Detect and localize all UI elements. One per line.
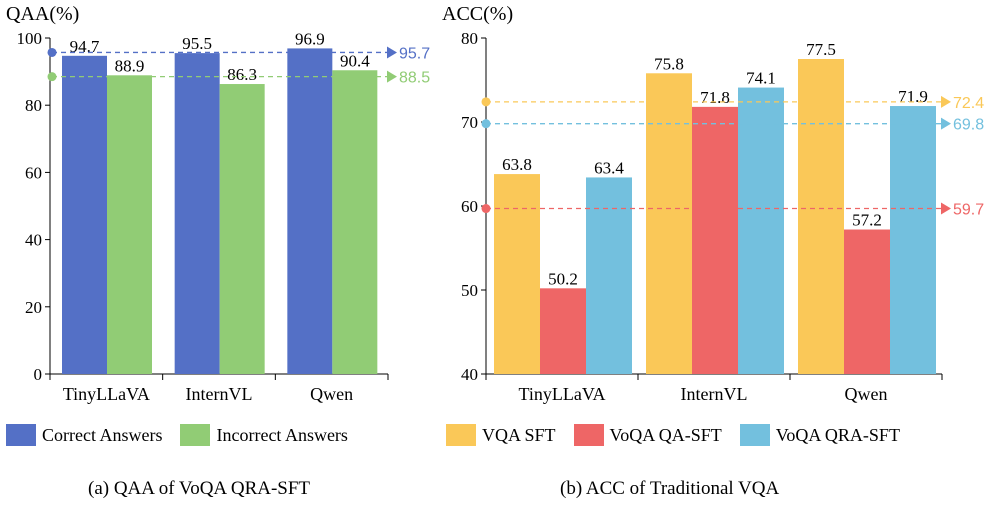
bar xyxy=(586,177,632,374)
y-tick-label: 40 xyxy=(461,365,478,384)
reference-arrow xyxy=(941,202,951,215)
y-tick-label: 60 xyxy=(25,163,42,182)
legend-b: VQA SFT VoQA QA-SFT VoQA QRA-SFT xyxy=(446,424,918,446)
legend-label: Incorrect Answers xyxy=(216,424,348,445)
bar xyxy=(287,48,333,374)
x-tick-label: InternVL xyxy=(186,384,253,404)
data-label: 63.8 xyxy=(502,155,532,174)
y-tick-label: 70 xyxy=(461,113,478,132)
bar xyxy=(646,73,692,374)
bar xyxy=(890,106,936,374)
bar xyxy=(738,87,784,374)
data-label: 90.4 xyxy=(340,51,370,70)
data-label: 86.3 xyxy=(227,65,257,84)
bar xyxy=(107,75,152,375)
y-axis-label: QAA(%) xyxy=(6,3,79,25)
data-label: 74.1 xyxy=(746,69,776,88)
caption-b: (b) ACC of Traditional VQA xyxy=(560,478,780,499)
legend-swatch-cyan xyxy=(739,424,770,446)
legend-item-incorrect-answers: Incorrect Answers xyxy=(180,424,348,446)
x-tick-label: TinyLLaVA xyxy=(518,384,605,404)
legend-label: VoQA QRA-SFT xyxy=(775,424,900,445)
data-label: 77.5 xyxy=(806,40,836,59)
y-axis-label: ACC(%) xyxy=(442,3,513,25)
reference-arrow xyxy=(941,95,951,108)
bar xyxy=(494,174,540,374)
legend-item-vqa-sft: VQA SFT xyxy=(446,424,556,446)
reference-arrow xyxy=(387,70,397,83)
caption-a: (a) QAA of VoQA QRA-SFT xyxy=(88,478,311,499)
legend-a: Correct Answers Incorrect Answers xyxy=(6,424,366,446)
data-label: 50.2 xyxy=(548,269,578,288)
bar xyxy=(844,229,890,374)
reference-label: 59.7 xyxy=(953,202,984,219)
data-label: 57.2 xyxy=(852,211,882,230)
reference-label: 72.4 xyxy=(953,95,984,112)
legend-swatch-green xyxy=(180,424,211,446)
y-tick-label: 0 xyxy=(34,365,43,384)
bar xyxy=(174,53,220,375)
y-tick-label: 60 xyxy=(461,197,478,216)
bar xyxy=(692,106,738,374)
y-tick-label: 80 xyxy=(25,96,42,115)
x-tick-label: Qwen xyxy=(310,384,353,404)
x-tick-label: TinyLLaVA xyxy=(63,384,150,404)
data-label: 96.9 xyxy=(295,29,325,48)
bar xyxy=(332,70,378,375)
reference-label: 69.8 xyxy=(953,117,984,134)
reference-arrow xyxy=(387,46,397,59)
legend-swatch-blue xyxy=(6,424,36,446)
y-tick-label: 50 xyxy=(461,281,478,300)
y-tick-label: 80 xyxy=(461,29,478,48)
reference-label: 88.5 xyxy=(399,70,430,87)
bar xyxy=(62,55,107,375)
legend-label: VoQA QA-SFT xyxy=(609,424,722,445)
data-label: 95.5 xyxy=(182,34,212,53)
legend-item-correct-answers: Correct Answers xyxy=(6,424,162,446)
y-tick-label: 100 xyxy=(17,29,43,48)
legend-swatch-red xyxy=(573,424,604,446)
legend-item-voqa-qa-sft: VoQA QA-SFT xyxy=(573,424,722,446)
reference-label: 95.7 xyxy=(399,45,430,62)
legend-swatch-yellow xyxy=(446,424,476,446)
y-tick-label: 40 xyxy=(25,231,42,250)
data-label: 71.8 xyxy=(700,88,730,107)
y-tick-label: 20 xyxy=(25,298,42,317)
bar xyxy=(798,59,844,374)
bar xyxy=(219,84,265,375)
x-tick-label: Qwen xyxy=(845,384,888,404)
data-label: 63.4 xyxy=(594,158,624,177)
x-tick-label: InternVL xyxy=(681,384,748,404)
data-label: 75.8 xyxy=(654,54,684,73)
legend-item-voqa-qra-sft: VoQA QRA-SFT xyxy=(739,424,900,446)
data-label: 94.7 xyxy=(70,37,100,56)
legend-label: VQA SFT xyxy=(482,424,556,445)
legend-label: Correct Answers xyxy=(42,424,163,445)
reference-arrow xyxy=(941,117,951,130)
data-label: 88.9 xyxy=(115,56,145,75)
bar xyxy=(540,288,586,374)
data-label: 71.9 xyxy=(898,87,928,106)
